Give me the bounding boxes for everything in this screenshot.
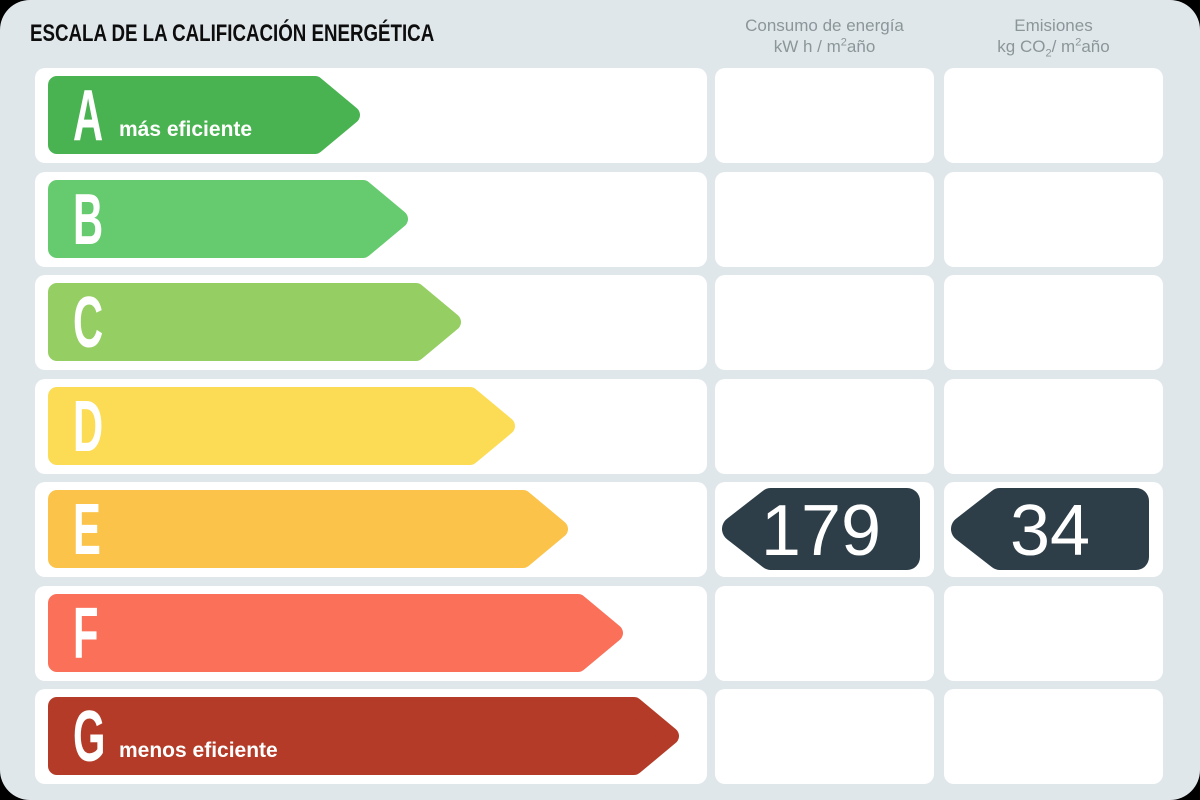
- rating-letter-E: E: [73, 490, 101, 570]
- rating-arrow-E: E: [48, 490, 568, 568]
- rating-arrow-shape: [48, 697, 679, 775]
- emissions-units-mid: / m: [1051, 37, 1076, 56]
- rating-arrow-shape: [48, 594, 623, 672]
- value-arrow-shape: [951, 488, 1149, 570]
- consumption-cell-F: [715, 586, 934, 681]
- rating-arrow-shape: [48, 76, 360, 154]
- emissions-cell-A: [944, 68, 1163, 163]
- value-arrow-shape: [722, 488, 920, 570]
- emissions-cell-B: [944, 172, 1163, 267]
- page-title: ESCALA DE LA CALIFICACIÓN ENERGÉTICA: [30, 20, 435, 47]
- emissions-units-prefix: kg CO: [997, 37, 1046, 56]
- rating-arrow-shape: [48, 490, 568, 568]
- rating-letter-G: G: [73, 697, 106, 777]
- rating-cell-F: F: [35, 586, 707, 681]
- consumption-cell-D: [715, 379, 934, 474]
- consumption-cell-E: 179: [715, 482, 934, 577]
- consumption-units-superscript: 2: [840, 36, 847, 49]
- rating-row-C: C: [0, 275, 1200, 370]
- emissions-column-header: Emisiones kg CO2/ m2año: [944, 15, 1163, 60]
- rating-note-A: más eficiente: [119, 118, 253, 141]
- rating-arrow-F: F: [48, 594, 623, 672]
- consumption-units-prefix: kW h / m: [773, 37, 841, 56]
- rating-arrow-B: B: [48, 180, 408, 258]
- emissions-units-superscript: 2: [1075, 36, 1082, 49]
- rating-row-B: B: [0, 172, 1200, 267]
- rating-cell-D: D: [35, 379, 707, 474]
- rating-letter-F: F: [73, 594, 99, 674]
- emissions-cell-D: [944, 379, 1163, 474]
- rating-arrow-D: D: [48, 387, 515, 465]
- emissions-units-suffix: año: [1081, 37, 1110, 56]
- rating-arrow-C: C: [48, 283, 461, 361]
- consumption-units-suffix: año: [846, 37, 876, 56]
- consumption-value-arrow: 179: [722, 488, 920, 570]
- consumption-cell-C: [715, 275, 934, 370]
- consumption-cell-B: [715, 172, 934, 267]
- consumption-header-units: kW h / m2año: [715, 36, 934, 57]
- emissions-cell-C: [944, 275, 1163, 370]
- rating-cell-C: C: [35, 275, 707, 370]
- consumption-cell-A: [715, 68, 934, 163]
- rating-cell-E: E: [35, 482, 707, 577]
- rating-arrow-shape: [48, 283, 461, 361]
- rating-row-E: E 179 34: [0, 482, 1200, 577]
- consumption-column-header: Consumo de energía kW h / m2año: [715, 15, 934, 57]
- emissions-units-subscript: 2: [1045, 47, 1052, 60]
- rating-letter-A: A: [73, 76, 104, 156]
- consumption-value-arrow-value: 179: [760, 491, 882, 571]
- emissions-cell-F: [944, 586, 1163, 681]
- rating-arrow-shape: [48, 180, 408, 258]
- rating-arrow-shape: [48, 387, 515, 465]
- emissions-header-units: kg CO2/ m2año: [944, 36, 1163, 60]
- rating-letter-C: C: [73, 283, 104, 363]
- emissions-cell-G: [944, 689, 1163, 784]
- rating-note-G: menos eficiente: [119, 739, 278, 762]
- emissions-value-arrow-value: 34: [1009, 491, 1091, 571]
- emissions-cell-E: 34: [944, 482, 1163, 577]
- rating-letter-D: D: [73, 387, 104, 467]
- rating-row-F: F: [0, 586, 1200, 681]
- consumption-header-line1: Consumo de energía: [745, 16, 904, 35]
- consumption-cell-G: [715, 689, 934, 784]
- emissions-header-line1: Emisiones: [1014, 16, 1093, 35]
- rating-letter-B: B: [73, 180, 104, 260]
- emissions-value-arrow: 34: [951, 488, 1149, 570]
- rating-row-D: D: [0, 379, 1200, 474]
- rating-cell-B: B: [35, 172, 707, 267]
